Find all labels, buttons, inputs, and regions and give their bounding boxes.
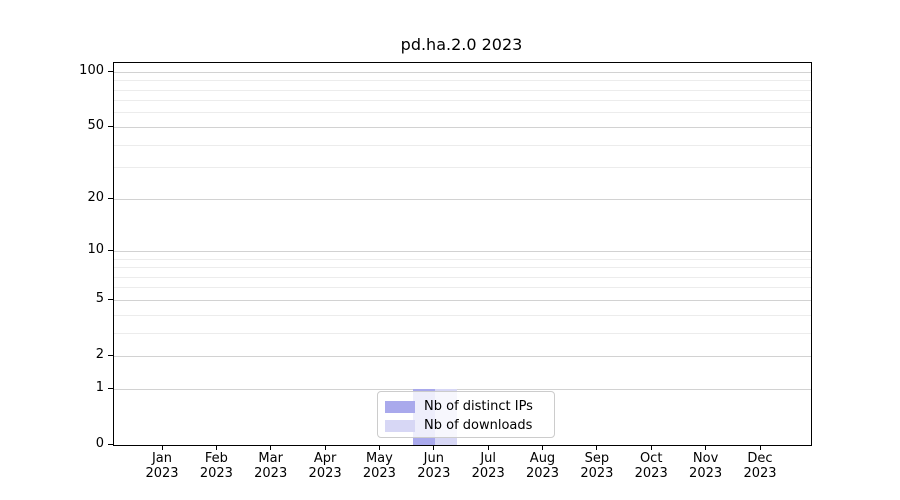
x-tick-mark <box>650 445 652 450</box>
y-tick-mark <box>108 354 113 356</box>
x-tick-mark <box>324 445 326 450</box>
x-tick-mark <box>433 445 435 450</box>
legend-item-downloads: Nb of downloads <box>385 416 554 435</box>
x-tick-label: Dec 2023 <box>743 451 777 481</box>
x-tick-label: Apr 2023 <box>308 451 342 481</box>
y-minor-gridline <box>114 80 811 82</box>
x-tick-mark <box>759 445 761 450</box>
x-tick-mark <box>215 445 217 450</box>
x-tick-mark <box>378 445 380 450</box>
y-tick-mark <box>108 70 113 72</box>
y-minor-gridline <box>114 314 811 316</box>
y-minor-gridline <box>114 276 811 278</box>
x-tick-label: Mar 2023 <box>254 451 288 481</box>
legend-label-distinct-ips: Nb of distinct IPs <box>424 399 533 414</box>
legend-swatch-distinct-ips-icon <box>385 400 415 413</box>
y-major-gridline <box>114 198 811 200</box>
x-tick-mark <box>487 445 489 450</box>
chart-title: pd.ha.2.0 2023 <box>400 35 523 54</box>
x-tick-mark <box>596 445 598 450</box>
x-tick-mark <box>161 445 163 450</box>
y-tick-label: 100 <box>79 63 104 79</box>
x-tick-label: Jul 2023 <box>471 451 505 481</box>
legend: Nb of distinct IPs Nb of downloads <box>377 391 555 438</box>
y-tick-label: 10 <box>87 242 104 258</box>
y-tick-mark <box>108 125 113 127</box>
x-tick-label: Jun 2023 <box>417 451 451 481</box>
y-tick-label: 0 <box>95 436 104 451</box>
y-tick-mark <box>108 443 113 445</box>
y-minor-gridline <box>114 89 811 91</box>
y-tick-mark <box>108 249 113 251</box>
y-tick-label: 1 <box>95 380 104 395</box>
x-tick-label: Jan 2023 <box>145 451 179 481</box>
y-minor-gridline <box>114 258 811 260</box>
y-major-gridline <box>114 355 811 357</box>
y-major-gridline <box>114 299 811 301</box>
y-minor-gridline <box>114 287 811 289</box>
y-tick-mark <box>108 298 113 300</box>
x-tick-mark <box>705 445 707 450</box>
legend-item-distinct-ips: Nb of distinct IPs <box>385 397 554 416</box>
y-major-gridline <box>114 71 811 73</box>
y-minor-gridline <box>114 167 811 169</box>
x-tick-label: Oct 2023 <box>634 451 668 481</box>
x-tick-mark <box>542 445 543 450</box>
x-tick-label: Sep 2023 <box>580 451 614 481</box>
y-major-gridline <box>114 126 811 128</box>
y-tick-label: 5 <box>95 291 104 307</box>
y-minor-gridline <box>114 332 811 334</box>
y-minor-gridline <box>114 100 811 102</box>
y-major-gridline <box>114 388 811 390</box>
plot-area <box>113 62 812 446</box>
y-tick-mark <box>108 387 113 389</box>
y-tick-label: 50 <box>87 118 104 134</box>
x-tick-label: May 2023 <box>362 451 396 481</box>
y-tick-mark <box>108 197 113 199</box>
x-tick-label: Aug 2023 <box>525 451 560 481</box>
x-tick-mark <box>270 445 272 450</box>
y-major-gridline <box>114 250 811 252</box>
y-minor-gridline <box>114 267 811 268</box>
x-tick-label: Feb 2023 <box>199 451 233 481</box>
y-minor-gridline <box>114 112 811 114</box>
x-tick-label: Nov 2023 <box>689 451 723 481</box>
y-tick-label: 20 <box>87 190 104 206</box>
y-tick-label: 2 <box>95 347 104 363</box>
y-minor-gridline <box>114 144 811 146</box>
legend-label-downloads: Nb of downloads <box>424 418 533 433</box>
legend-swatch-downloads-icon <box>385 419 415 432</box>
